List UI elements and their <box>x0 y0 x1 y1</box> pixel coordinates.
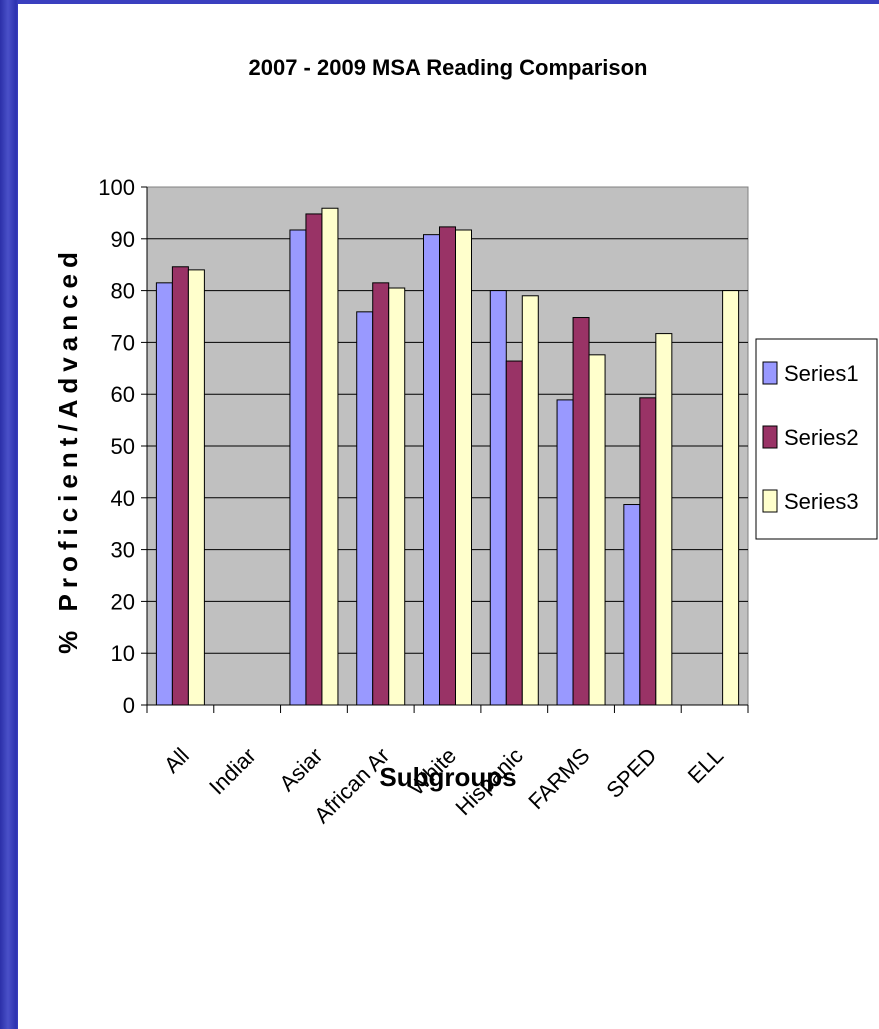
bar-series3-hispanic <box>521 295 539 706</box>
y-tick-label: 20 <box>111 589 135 614</box>
bar-series1-farms <box>556 399 574 706</box>
bar-series2-sped <box>639 397 657 706</box>
y-tick-label: 90 <box>111 227 135 252</box>
y-tick-label: 30 <box>111 538 135 563</box>
bar-series2-white <box>439 226 456 706</box>
y-tick-label: 50 <box>111 434 135 459</box>
legend-swatch-series1 <box>762 361 778 385</box>
bar-series3-ell <box>722 290 740 706</box>
bar-series3-asian <box>321 207 339 706</box>
legend-label-series1: Series1 <box>784 361 859 386</box>
legend-label-series2: Series2 <box>784 425 859 450</box>
x-tick-label: Asiar <box>274 743 327 796</box>
bar-series2-all <box>171 266 189 706</box>
bar-series1-asian <box>289 229 307 706</box>
y-tick-label: 10 <box>111 641 135 666</box>
bar-series2-hispanic <box>505 360 523 706</box>
y-tick-label: 100 <box>98 175 135 200</box>
x-tick-label: All <box>159 743 194 778</box>
y-tick-label: 60 <box>111 382 135 407</box>
bar-series1-all <box>155 282 173 706</box>
bar-series3-sped <box>655 333 673 706</box>
bar-series1-african-am <box>356 311 374 706</box>
bar-series3-all <box>187 269 205 706</box>
legend-label-series3: Series3 <box>784 489 859 514</box>
y-tick-label: 0 <box>123 693 135 718</box>
slide: 2007 - 2009 MSA Reading Comparison 0 10 20… <box>18 4 879 1029</box>
y-tick-label: 40 <box>111 486 135 511</box>
x-tick-label: Indiar <box>204 743 261 800</box>
legend: Series1 Series2 Series3 <box>755 338 878 540</box>
bar-series1-white <box>423 234 440 706</box>
bar-series2-african-am <box>372 282 390 706</box>
bar-series1-hispanic <box>489 290 507 706</box>
y-tick-label: 70 <box>111 330 135 355</box>
x-tick-label: FARMS <box>523 743 594 814</box>
legend-swatch-series3 <box>762 489 778 513</box>
x-axis-title: Subgroups <box>379 762 516 792</box>
bar-series1-sped <box>623 504 641 706</box>
y-tick-label: 80 <box>111 279 135 304</box>
bar-series2-farms <box>572 317 590 706</box>
bar-series3-farms <box>588 354 606 706</box>
bar-series3-african-am <box>388 287 406 706</box>
y-axis-title: % Proficient/Advanced <box>53 246 83 654</box>
bar-chart: 2007 - 2009 MSA Reading Comparison 0 10 20… <box>53 55 878 828</box>
x-tick-label: SPED <box>601 743 661 803</box>
legend-swatch-series2 <box>762 425 778 449</box>
bar-series2-asian <box>305 213 323 706</box>
x-tick-label: ELL <box>683 743 728 788</box>
bar-series3-white <box>455 229 472 706</box>
chart-title: 2007 - 2009 MSA Reading Comparison <box>249 55 648 80</box>
